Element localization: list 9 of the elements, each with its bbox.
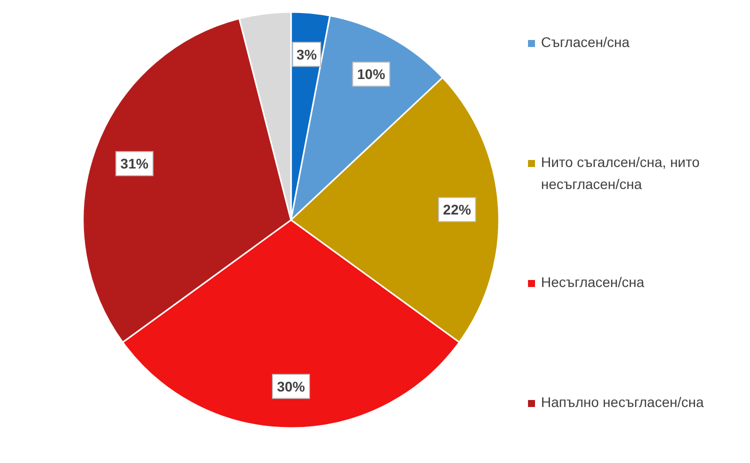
data-label: 22%: [443, 202, 472, 218]
data-label: 30%: [276, 378, 306, 394]
legend-label: Съгласен/сна: [541, 34, 630, 50]
data-label: 10%: [357, 66, 386, 82]
legend-label: Несъгласен/сна: [541, 274, 645, 290]
data-label: 3%: [296, 46, 318, 62]
legend-label: Напълно несъгласен/сна: [541, 394, 704, 410]
data-label: 31%: [120, 156, 149, 172]
legend-label: Нито съгалсен/сна, нито несъгласен/сна: [541, 154, 700, 192]
